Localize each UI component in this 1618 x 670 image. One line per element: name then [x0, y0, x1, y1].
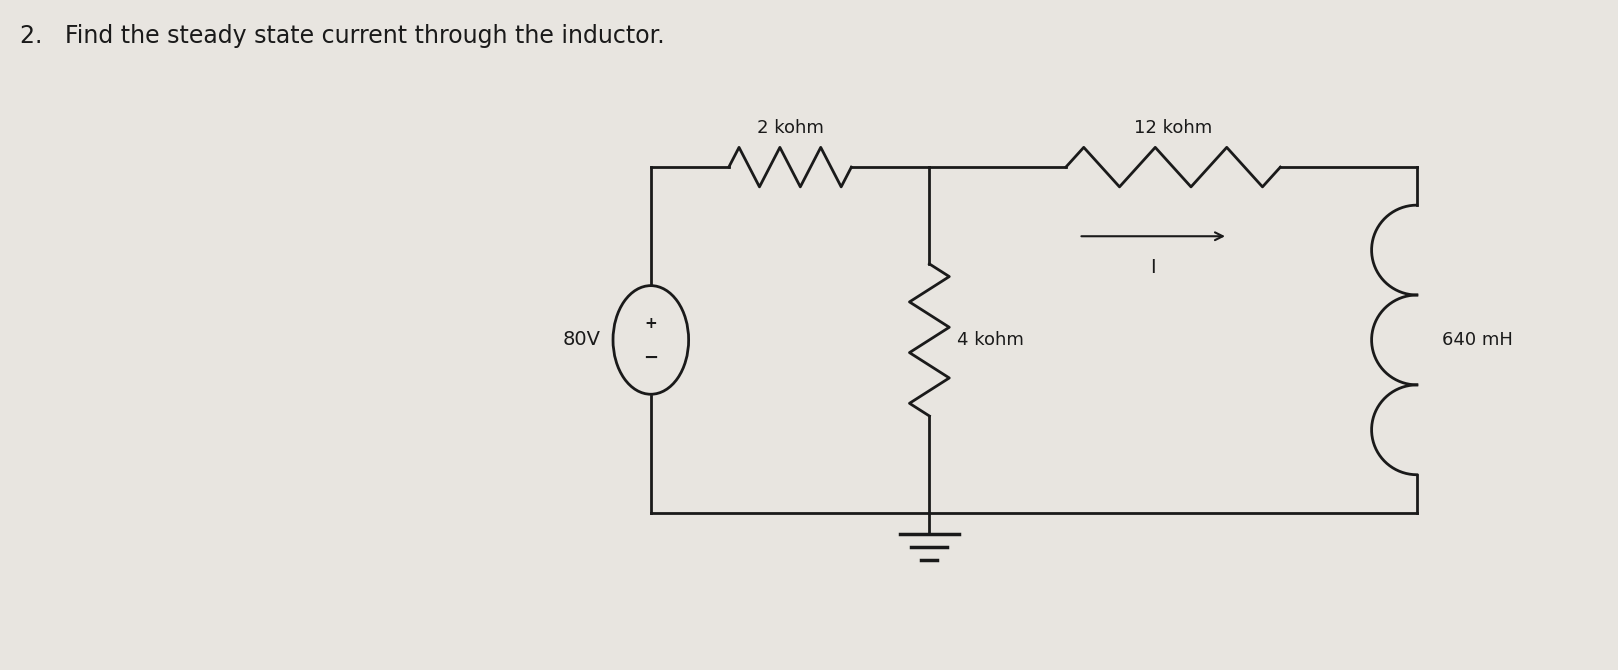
Text: −: −: [644, 348, 659, 366]
Text: 80V: 80V: [563, 330, 600, 350]
Text: 2 kohm: 2 kohm: [757, 119, 824, 137]
Text: +: +: [644, 316, 657, 331]
Text: 640 mH: 640 mH: [1442, 331, 1513, 349]
Text: I: I: [1150, 258, 1155, 277]
Text: 4 kohm: 4 kohm: [958, 331, 1024, 349]
Text: 12 kohm: 12 kohm: [1134, 119, 1212, 137]
Text: 2.   Find the steady state current through the inductor.: 2. Find the steady state current through…: [21, 24, 665, 48]
